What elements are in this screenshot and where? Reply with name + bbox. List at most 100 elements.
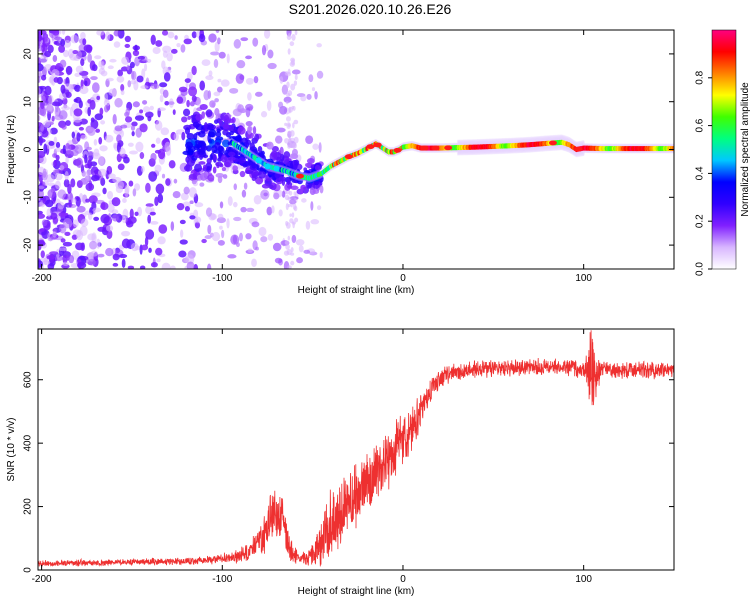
spectrogram-signal-blob: [188, 174, 197, 180]
spectrogram-noise-blob: [82, 38, 87, 46]
spectrogram-signal-blob: [307, 183, 312, 188]
spectrogram-noise-blob: [278, 209, 283, 217]
spectrogram-noise-blob: [87, 106, 91, 117]
spectrogram-noise-blob: [152, 46, 161, 55]
spectrogram-noise-blob: [126, 64, 130, 71]
spectrogram-noise-blob: [129, 61, 135, 69]
spectrogram-noise-blob: [292, 122, 295, 129]
spectrogram-noise-blob: [245, 107, 251, 118]
spectrogram-signal-blob: [222, 174, 228, 179]
spectrogram-noise-blob: [65, 65, 73, 75]
spectrogram-noise-blob: [122, 198, 127, 203]
spectrogram-noise-blob: [68, 255, 75, 264]
spectrogram-noise-blob: [233, 39, 242, 49]
spectrogram-noise-blob: [308, 74, 314, 83]
spectrogram-signal-blob: [251, 162, 257, 169]
spectrogram-signal-blob: [192, 121, 200, 128]
spectrogram-noise-blob: [54, 172, 63, 181]
spectrogram-signal-blob: [205, 123, 214, 131]
spectrogram-noise-blob: [93, 148, 100, 157]
spectrogram-noise-blob: [283, 96, 292, 103]
spectrogram-noise-blob: [287, 235, 290, 241]
spectrogram-noise-blob: [150, 83, 160, 90]
spectrogram-noise-blob: [194, 216, 202, 224]
spectrogram-noise-blob: [107, 173, 116, 179]
spectrogram-noise-blob: [127, 80, 132, 88]
spectrogram-noise-blob: [62, 261, 70, 267]
spectrogram-noise-blob: [291, 33, 296, 41]
spectrogram-signal-blob: [304, 163, 309, 167]
spectrogram-signal-blob: [199, 172, 208, 181]
spectrogram-noise-blob: [157, 236, 166, 245]
spectrogram-y-tick-label: -20: [23, 237, 34, 252]
spectrogram-noise-blob: [266, 100, 272, 111]
spectrogram-noise-blob: [51, 69, 60, 78]
snr-x-tick-label: -100: [212, 574, 232, 585]
spectrogram-signal-blob: [291, 148, 298, 157]
spectrogram-noise-blob: [134, 245, 141, 251]
spectrogram-noise-blob: [121, 238, 131, 249]
spectrogram-noise-blob: [60, 38, 66, 47]
spectrogram-noise-blob: [119, 147, 126, 157]
spectrogram-noise-blob: [291, 105, 295, 110]
spectrogram-signal-blob: [243, 182, 248, 190]
spectrogram-noise-blob: [188, 86, 198, 97]
spectrogram-peak-spot: [444, 145, 453, 151]
spectrogram-noise-blob: [62, 144, 66, 155]
spectrogram-noise-blob: [189, 215, 196, 220]
spectrogram-noise-blob: [170, 221, 175, 231]
spectrogram-noise-blob: [286, 222, 291, 229]
spectrogram-peak-spot: [344, 154, 353, 160]
spectrogram-noise-blob: [88, 212, 93, 220]
spectrogram-noise-blob: [150, 152, 157, 162]
spectrogram-signal-blob: [289, 162, 294, 170]
spectrogram-noise-blob: [51, 115, 55, 122]
spectrogram-noise-blob: [148, 171, 158, 182]
spectrogram-noise-blob: [291, 212, 295, 218]
spectrogram-noise-blob: [41, 43, 48, 52]
spectrogram-noise-blob: [316, 205, 322, 211]
spectrogram-noise-blob: [245, 233, 252, 240]
spectrogram-noise-blob: [38, 87, 41, 96]
spectrogram-noise-blob: [85, 198, 90, 203]
spectrogram-noise-blob: [96, 30, 105, 36]
spectrogram-noise-blob: [245, 77, 254, 85]
spectrogram-signal-blob: [212, 166, 217, 174]
spectrogram-noise-blob: [149, 221, 159, 225]
spectrogram-noise-blob: [216, 217, 226, 224]
spectrogram-noise-blob: [130, 80, 137, 85]
spectrogram-noise-blob: [93, 139, 98, 146]
spectrogram-noise-blob: [71, 131, 76, 139]
spectrogram-noise-blob: [180, 44, 186, 53]
spectrogram-noise-blob: [134, 115, 145, 121]
spectrogram-noise-blob: [57, 189, 67, 199]
spectrogram-noise-blob: [290, 260, 295, 266]
spectrogram-noise-blob: [145, 203, 154, 207]
spectrogram-noise-blob: [303, 249, 311, 254]
colorbar-gradient: [711, 29, 737, 270]
spectrogram-noise-blob: [40, 74, 47, 81]
spectrogram-noise-blob: [293, 191, 297, 196]
spectrogram-noise-blob: [141, 68, 146, 79]
spectrogram-noise-blob: [61, 105, 71, 111]
spectrogram-noise-blob: [210, 213, 218, 220]
spectrogram-noise-blob: [281, 84, 289, 95]
spectrogram-noise-blob: [296, 257, 303, 264]
spectrogram-y-ticks: -20 -10 0 10 20: [23, 48, 674, 252]
spectrogram-noise-blob: [183, 186, 190, 195]
spectrogram-noise-blob: [144, 63, 148, 72]
spectrogram-noise-blob: [188, 187, 197, 198]
spectrogram-noise-blob: [38, 45, 43, 52]
spectrogram-noise-blob: [112, 262, 119, 267]
spectrogram-signal-blob: [274, 171, 281, 179]
spectrogram-noise-blob: [93, 216, 100, 221]
spectrogram-noise-blob: [75, 65, 84, 74]
spectrogram-noise-blob: [100, 120, 106, 125]
spectrogram-signal-blob: [194, 163, 203, 173]
spectrogram-noise-blob: [232, 201, 238, 208]
spectrogram-noise-blob: [122, 208, 129, 219]
spectrogram-noise-blob: [105, 31, 111, 42]
spectrogram-signal-blob: [294, 159, 300, 166]
spectrogram-noise-blob: [283, 250, 290, 256]
spectrogram-noise-blob: [289, 137, 296, 142]
